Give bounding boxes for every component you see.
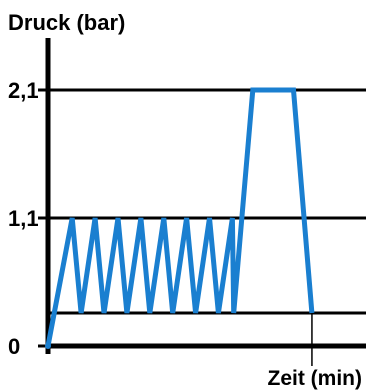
series-line [45, 87, 315, 347]
y-tick-label: 0 [8, 334, 20, 359]
y-tick-label: 2,1 [8, 78, 39, 103]
series-start-point [45, 343, 51, 349]
y-axis-label: Druck (bar) [8, 10, 125, 35]
y-tick-labels: 0 1,1 2,1 [8, 78, 48, 359]
series-group [45, 87, 315, 349]
y-tick-label: 1,1 [8, 206, 39, 231]
x-axis-label: Zeit (min) [268, 367, 363, 390]
